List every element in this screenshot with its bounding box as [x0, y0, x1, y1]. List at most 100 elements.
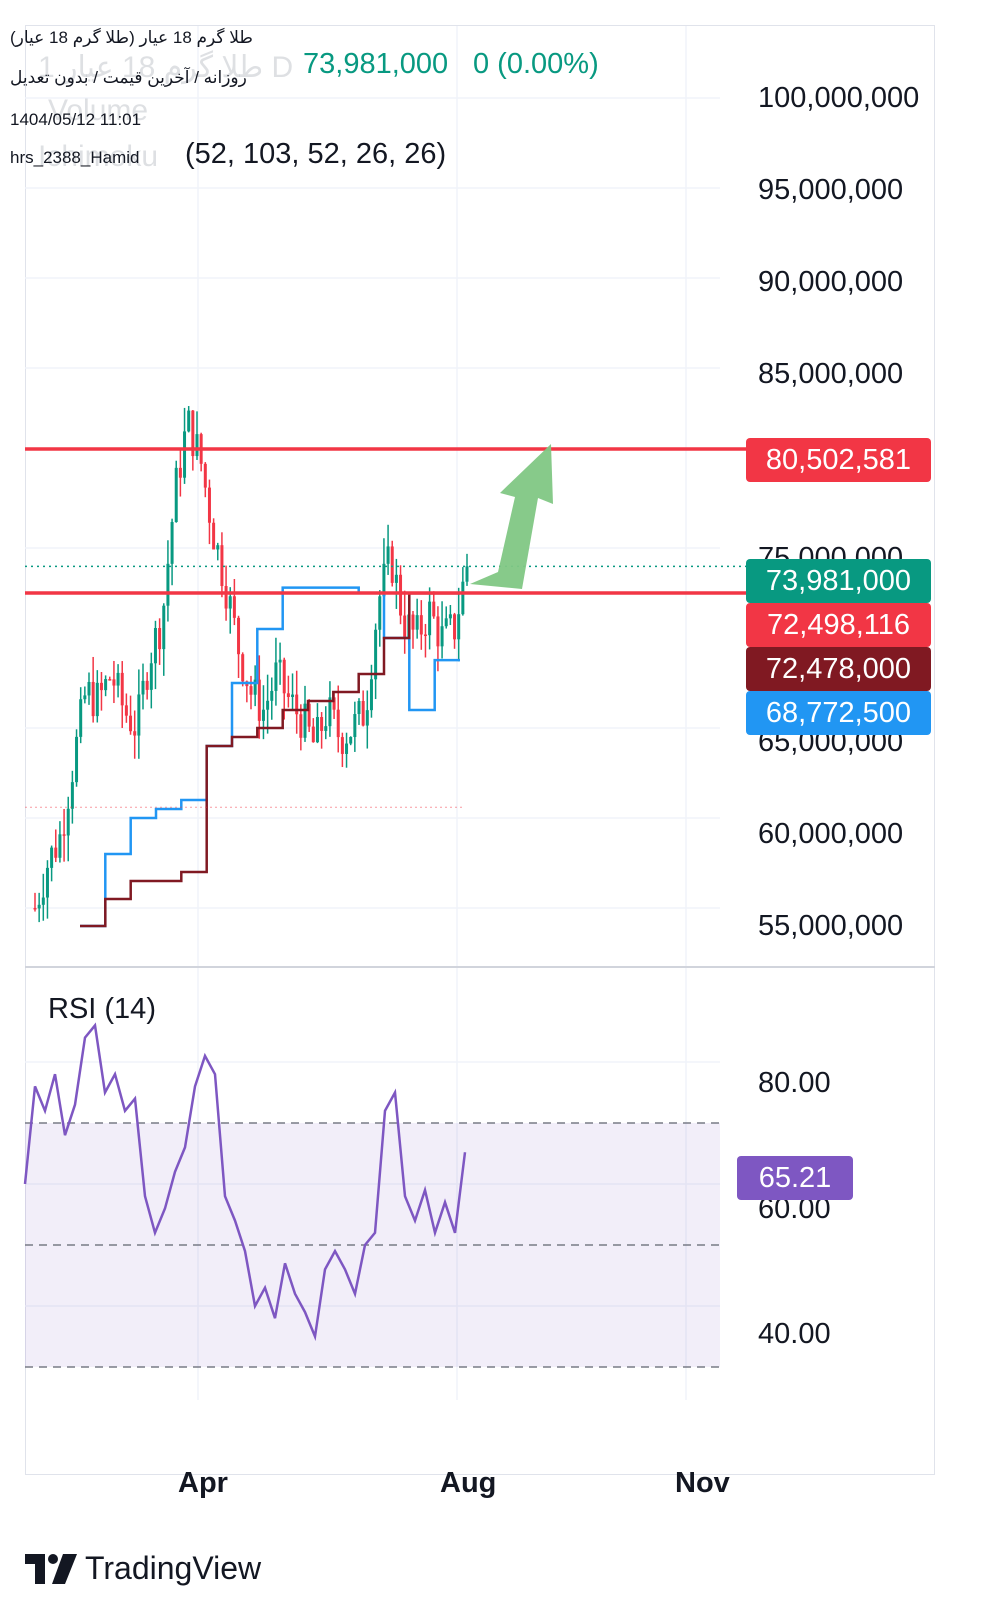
candle-body	[178, 467, 182, 478]
candle-body	[54, 847, 58, 858]
timestamp: 1404/05/12 11:01	[10, 110, 142, 129]
candle-body	[382, 563, 386, 597]
candle-body	[45, 867, 49, 898]
candle-body	[95, 682, 99, 717]
candle-body	[153, 628, 157, 664]
target-arrow	[470, 443, 553, 589]
candle-body	[307, 703, 311, 727]
candle-body	[453, 614, 457, 640]
candle-body	[270, 690, 274, 701]
candle-body	[369, 679, 373, 711]
candle-body	[324, 726, 328, 731]
candle-body	[378, 596, 382, 630]
candle-body	[170, 522, 174, 564]
candle-body	[303, 703, 307, 738]
rsi-value-tag: 65.21	[737, 1156, 853, 1200]
candle-body	[403, 615, 407, 638]
candle-body	[237, 617, 241, 655]
candle-body	[286, 693, 290, 697]
candle-body	[91, 681, 95, 717]
candle-body	[440, 626, 444, 647]
price-tick: 60,000,000	[758, 818, 904, 850]
price-tick: 100,000,000	[758, 82, 920, 114]
candle-body	[116, 672, 120, 686]
candle-body	[399, 574, 403, 616]
candle-body	[465, 566, 469, 582]
candle-body	[315, 717, 319, 743]
candle-body	[457, 614, 461, 640]
candle-body	[428, 601, 432, 636]
candle-body	[253, 679, 257, 695]
candle-body	[124, 705, 128, 716]
candle-body	[345, 743, 349, 754]
candle-body	[328, 697, 332, 727]
candle-body	[83, 695, 87, 700]
candle-body	[174, 467, 178, 523]
candle-body	[291, 694, 295, 697]
candle-body	[274, 662, 278, 691]
candle-body	[145, 680, 149, 690]
last-price-tag: 73,981,000	[746, 559, 931, 603]
candle-body	[299, 714, 303, 738]
candle-body	[203, 463, 207, 488]
candle-body	[129, 715, 133, 732]
candle-body	[361, 700, 365, 726]
candle-body	[228, 596, 232, 609]
candle-body	[365, 710, 369, 726]
candle-body	[87, 681, 91, 696]
candle-body	[261, 709, 265, 721]
candle-body	[320, 717, 324, 731]
candle-body	[62, 834, 66, 836]
price-tick: 90,000,000	[758, 266, 904, 298]
candle-body	[141, 680, 145, 695]
time-tick-aug: Aug	[440, 1467, 497, 1499]
candle-body	[33, 908, 37, 910]
candle-body	[386, 546, 390, 564]
candle-body	[336, 709, 340, 738]
candle-body	[353, 714, 357, 738]
price-tick: 95,000,000	[758, 174, 904, 206]
rsi-line	[23, 1022, 467, 1342]
candle-body	[191, 410, 195, 457]
tenkan-price-tag: 68,772,500	[746, 691, 931, 735]
candle-body	[278, 659, 282, 663]
candle-body	[232, 596, 236, 618]
candle-body	[75, 736, 79, 783]
candle-body	[137, 694, 141, 736]
candle-body	[220, 545, 224, 587]
symbol-title[interactable]: طلا گرم 18 عیار (طلا گرم 18 عیار)	[10, 28, 253, 47]
tradingview-wordmark: TradingView	[85, 1550, 262, 1586]
candle-body	[394, 574, 398, 583]
candle-body	[241, 654, 245, 682]
indicator-params[interactable]: (52, 103, 52, 26, 26)	[185, 138, 447, 170]
last-price: 73,981,000	[303, 48, 449, 80]
candle-body	[133, 731, 137, 736]
candle-body	[374, 629, 378, 680]
price-tick: 85,000,000	[758, 358, 904, 390]
candle-body	[436, 616, 440, 647]
candle-body	[183, 431, 187, 478]
candle-body	[349, 737, 353, 744]
tradingview-logo[interactable]: TradingView	[25, 1550, 261, 1587]
candle-body	[187, 410, 191, 432]
candle-body	[112, 679, 116, 686]
time-tick-apr: Apr	[178, 1467, 228, 1499]
price-change: 0 (0.00%)	[473, 48, 599, 80]
candle-body	[266, 700, 270, 710]
tradingview-icon	[25, 1553, 77, 1584]
candle-body	[149, 663, 153, 690]
watermark-indicator: Ichimoku	[38, 140, 159, 173]
candle-body	[37, 904, 41, 909]
chart-settings-line: روزانه / آخرین قیمت / بدون تعدیل	[10, 68, 247, 87]
candle-body	[212, 522, 216, 550]
candle-body	[448, 614, 452, 619]
candle-body	[70, 782, 74, 809]
candle-body	[444, 618, 448, 627]
author-name[interactable]: hrs_2388_Hamid	[10, 148, 140, 167]
resistance-price-tag: 80,502,581	[746, 438, 931, 482]
candle-body	[257, 679, 261, 721]
candle-body	[311, 726, 315, 743]
rsi-label[interactable]: RSI (14)	[48, 993, 156, 1025]
watermark-title: طلا گرم 18 عیار 1 D	[38, 51, 294, 84]
